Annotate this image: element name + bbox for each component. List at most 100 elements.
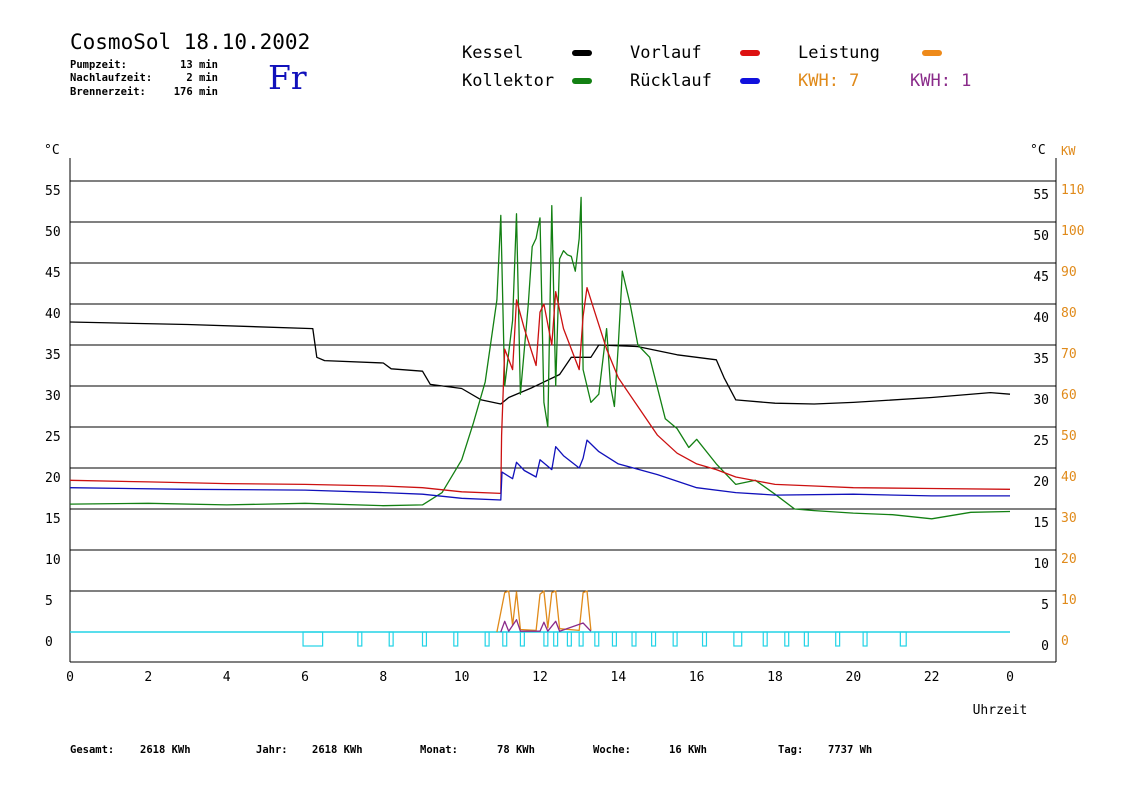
y-axis-unit-left: °C bbox=[44, 143, 60, 158]
y-tick-label-kw: 50 bbox=[1061, 429, 1077, 444]
y-tick-label-kw: 10 bbox=[1061, 593, 1077, 608]
footer-value-tag: 7737 Wh bbox=[828, 744, 873, 756]
pump-pulse bbox=[701, 631, 708, 647]
y-tick-label-kw: 90 bbox=[1061, 265, 1077, 280]
footer-value-woche: 16 KWh bbox=[669, 744, 707, 756]
x-tick-label: 2 bbox=[144, 670, 152, 685]
pump-pulse bbox=[578, 631, 584, 647]
y-tick-label-left: 5 bbox=[45, 594, 53, 609]
pump-pulse bbox=[453, 631, 459, 647]
y-tick-label-kw: 80 bbox=[1061, 306, 1077, 321]
y-tick-label-left: 35 bbox=[45, 348, 61, 363]
series-kwh bbox=[500, 619, 592, 633]
series-r-cklauf bbox=[69, 439, 1010, 501]
stat-value-brennerzeit: 176 min bbox=[173, 86, 218, 98]
y-tick-label-right: 30 bbox=[1033, 393, 1049, 408]
y-tick-label-right: 55 bbox=[1033, 188, 1049, 203]
legend-label-leistung: Leistung bbox=[798, 43, 880, 63]
y-tick-label-left: 30 bbox=[45, 389, 61, 404]
pump-pulse bbox=[566, 631, 572, 647]
y-tick-label-right: 0 bbox=[1041, 639, 1049, 654]
y-tick-label-left: 0 bbox=[45, 635, 53, 650]
pump-pulse bbox=[762, 631, 768, 647]
pump-pulse bbox=[484, 631, 490, 647]
y-tick-label-right: 40 bbox=[1033, 311, 1049, 326]
pump-pulse bbox=[651, 631, 657, 647]
x-tick-label: 8 bbox=[379, 670, 387, 685]
y-tick-label-right: 45 bbox=[1033, 270, 1049, 285]
legend-label-vorlauf: Vorlauf bbox=[630, 43, 702, 63]
pump-pulse bbox=[302, 631, 324, 647]
pump-pulse bbox=[862, 631, 868, 647]
x-tick-label: 22 bbox=[924, 670, 940, 685]
y-tick-label-right: 20 bbox=[1033, 475, 1049, 490]
y-tick-label-right: 5 bbox=[1041, 598, 1049, 613]
legend-label-ruecklauf: Rücklauf bbox=[630, 71, 712, 91]
pump-pulse bbox=[899, 631, 907, 647]
y-tick-label-kw: 0 bbox=[1061, 634, 1069, 649]
x-tick-label: 10 bbox=[454, 670, 470, 685]
legend-swatch-kessel bbox=[572, 50, 592, 56]
pump-pulse bbox=[803, 631, 809, 647]
pump-pulse bbox=[835, 631, 841, 647]
y-tick-label-left: 45 bbox=[45, 266, 61, 281]
footer-value-jahr: 2618 KWh bbox=[312, 744, 363, 756]
legend-label-kessel: Kessel bbox=[462, 43, 524, 63]
pump-pulse bbox=[553, 631, 559, 647]
y-tick-label-kw: 70 bbox=[1061, 347, 1077, 362]
y-tick-label-left: 50 bbox=[45, 225, 61, 240]
y-tick-label-left: 25 bbox=[45, 430, 61, 445]
pump-pulse bbox=[611, 631, 617, 647]
y-tick-label-kw: 30 bbox=[1061, 511, 1077, 526]
legend-kwh-purple: KWH: 1 bbox=[910, 71, 972, 91]
x-tick-label: 6 bbox=[301, 670, 309, 685]
x-tick-label: 20 bbox=[846, 670, 862, 685]
pump-pulse bbox=[631, 631, 637, 647]
page-title: CosmoSol 18.10.2002 bbox=[70, 30, 311, 54]
y-tick-label-kw: 60 bbox=[1061, 388, 1077, 403]
y-tick-label-kw: 100 bbox=[1061, 224, 1084, 239]
footer-label-gesamt: Gesamt: bbox=[70, 744, 115, 756]
stat-label-pumpzeit: Pumpzeit: bbox=[70, 59, 127, 71]
y-tick-label-right: 15 bbox=[1033, 516, 1049, 531]
y-tick-label-right: 35 bbox=[1033, 352, 1049, 367]
y-tick-label-left: 20 bbox=[45, 471, 61, 486]
y-tick-label-right: 50 bbox=[1033, 229, 1049, 244]
footer-label-jahr: Jahr: bbox=[256, 744, 288, 756]
y-tick-label-left: 15 bbox=[45, 512, 61, 527]
y-tick-label-left: 55 bbox=[45, 184, 61, 199]
x-tick-label: 12 bbox=[532, 670, 548, 685]
stat-label-nachlaufzeit: Nachlaufzeit: bbox=[70, 72, 153, 84]
pump-pulse bbox=[357, 631, 363, 647]
series-kollektor bbox=[69, 196, 1011, 520]
footer-value-gesamt: 2618 KWh bbox=[140, 744, 191, 756]
legend-swatch-ruecklauf bbox=[740, 78, 760, 84]
pump-pulse bbox=[733, 631, 743, 647]
x-tick-label: 18 bbox=[767, 670, 783, 685]
x-axis-title: Uhrzeit bbox=[973, 703, 1028, 718]
pump-pulse bbox=[388, 631, 394, 647]
y-tick-label-left: 40 bbox=[45, 307, 61, 322]
y-axis-unit-kw: KW bbox=[1061, 144, 1076, 158]
y-tick-label-kw: 110 bbox=[1061, 183, 1084, 198]
pump-pulse bbox=[784, 631, 790, 647]
series-kessel bbox=[69, 321, 1011, 405]
pump-pulse bbox=[672, 631, 678, 647]
x-tick-label: 14 bbox=[611, 670, 627, 685]
pump-pulse bbox=[502, 631, 508, 647]
pump-pulse bbox=[421, 631, 428, 647]
legend-kwh-orange: KWH: 7 bbox=[798, 71, 860, 91]
x-tick-label: 16 bbox=[689, 670, 705, 685]
stat-value-nachlaufzeit: 2 min bbox=[186, 72, 218, 84]
pump-pulse bbox=[594, 631, 600, 647]
y-tick-label-kw: 40 bbox=[1061, 470, 1077, 485]
series-vorlauf bbox=[69, 286, 1011, 495]
legend-swatch-leistung bbox=[922, 50, 942, 56]
y-tick-label-kw: 20 bbox=[1061, 552, 1077, 567]
x-tick-label: 0 bbox=[1006, 670, 1014, 685]
stat-value-pumpzeit: 13 min bbox=[180, 59, 218, 71]
y-tick-label-left: 10 bbox=[45, 553, 61, 568]
legend-label-kollektor: Kollektor bbox=[462, 71, 555, 91]
legend-swatch-vorlauf bbox=[740, 50, 760, 56]
